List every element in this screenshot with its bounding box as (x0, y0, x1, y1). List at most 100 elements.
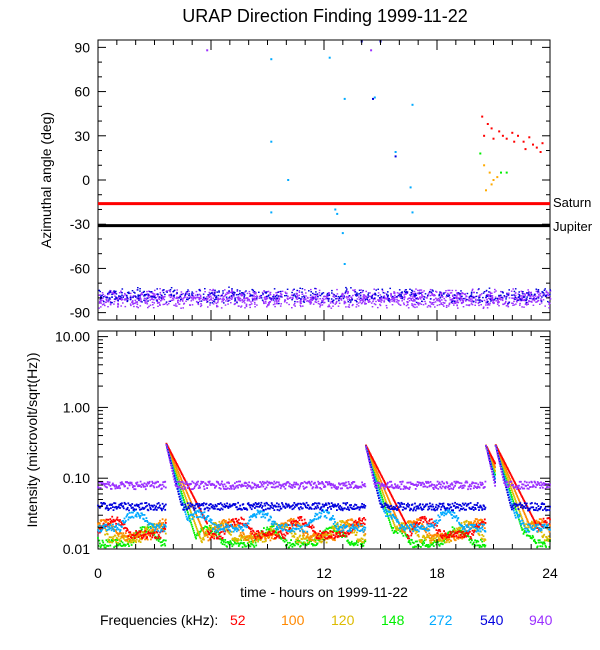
band-point (384, 292, 386, 294)
intensity-point (243, 539, 245, 541)
band-point (250, 295, 253, 297)
intensity-point (368, 452, 371, 454)
band-point (267, 304, 270, 306)
band-point (269, 294, 272, 296)
band-point (217, 294, 220, 297)
band-point (511, 297, 513, 299)
band-point (236, 300, 238, 303)
band-point (216, 304, 218, 307)
intensity-point (435, 534, 438, 537)
band-point (231, 289, 233, 291)
band-point (405, 293, 407, 295)
intensity-point (418, 535, 420, 538)
intensity-point (372, 469, 375, 472)
intensity-point (452, 533, 455, 536)
band-point (448, 303, 451, 306)
band-point (444, 299, 447, 301)
intensity-point (332, 526, 335, 528)
band-point (233, 303, 236, 306)
band-point (301, 296, 303, 298)
band-point (196, 301, 198, 303)
intensity-point (523, 499, 526, 502)
intensity-point (164, 532, 167, 535)
intensity-point (531, 515, 533, 517)
intensity-point (445, 534, 447, 536)
band-point (157, 295, 159, 297)
band-point (496, 303, 499, 305)
intensity-point (261, 540, 264, 543)
band-point (415, 301, 418, 304)
band-point (251, 297, 254, 299)
intensity-point (217, 537, 220, 540)
intensity-point (204, 534, 207, 537)
band-point (367, 296, 369, 298)
band-point (502, 292, 504, 294)
band-point (413, 299, 416, 301)
band-point (185, 300, 187, 302)
band-point (514, 288, 517, 290)
intensity-point (118, 533, 121, 535)
intensity-point (120, 532, 123, 535)
band-point (222, 300, 225, 302)
intensity-point (207, 531, 210, 533)
band-point (410, 292, 413, 294)
band-point (331, 300, 334, 303)
intensity-point (182, 489, 185, 492)
intensity-point (203, 538, 205, 541)
intensity-point (296, 525, 298, 528)
intensity-point (505, 464, 507, 467)
intensity-point (172, 463, 175, 465)
band-point (461, 292, 463, 295)
band-point (237, 298, 240, 300)
band-point (218, 290, 220, 292)
band-point (293, 302, 296, 305)
band-point (338, 302, 341, 304)
intensity-point (334, 539, 336, 542)
band-point (146, 303, 149, 305)
intensity-point (525, 517, 528, 520)
band-point (132, 296, 134, 298)
intensity-point (379, 478, 382, 481)
intensity-point (197, 518, 199, 520)
intensity-point (219, 523, 221, 526)
band-point (102, 296, 105, 298)
scatter-point-52-khz (486, 123, 489, 125)
band-point (256, 304, 258, 306)
intensity-point (122, 532, 125, 535)
intensity-point (283, 526, 286, 529)
band-point (324, 295, 326, 297)
intensity-point (402, 534, 405, 537)
band-point (347, 290, 349, 293)
intensity-point (258, 534, 261, 537)
intensity-point (413, 525, 416, 527)
band-point (347, 306, 350, 308)
intensity-point (507, 475, 510, 477)
azimuth-ytick-label: -60 (70, 260, 90, 276)
band-point (105, 298, 108, 300)
intensity-point (182, 475, 185, 478)
band-point (141, 301, 143, 303)
band-point (152, 304, 154, 306)
intensity-point (424, 537, 427, 539)
band-point (275, 300, 277, 302)
intensity-point (381, 498, 384, 501)
intensity-point (112, 528, 115, 531)
band-point (205, 297, 207, 300)
band-point (315, 301, 318, 304)
band-point (294, 295, 296, 297)
intensity-point (278, 536, 281, 539)
band-point (451, 294, 454, 296)
band-point (313, 297, 316, 299)
intensity-point (183, 484, 185, 487)
band-point (243, 302, 246, 304)
intensity-point (325, 534, 327, 537)
intensity-point (420, 516, 423, 519)
band-point (249, 294, 252, 296)
intensity-point (181, 492, 183, 495)
intensity-point (219, 522, 222, 525)
intensity-point (112, 521, 114, 523)
band-point (104, 301, 107, 304)
band-point (222, 297, 224, 299)
band-point (487, 294, 489, 297)
intensity-point (467, 532, 470, 535)
